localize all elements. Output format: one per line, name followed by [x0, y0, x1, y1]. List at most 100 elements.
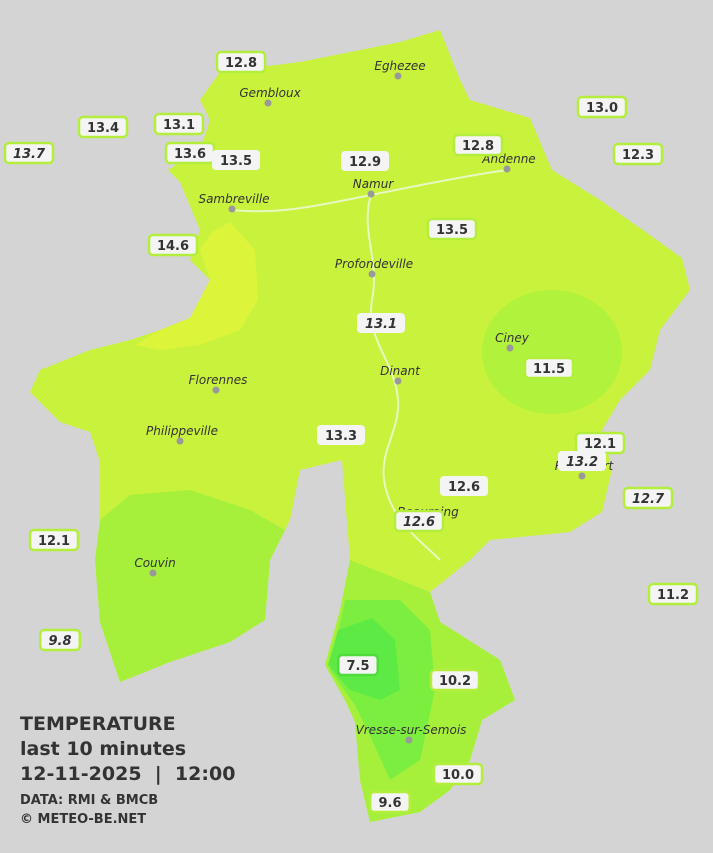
cool-zone: [482, 290, 622, 414]
station-box: [212, 150, 260, 170]
station: 9.8: [39, 628, 81, 652]
station: 12.6: [393, 509, 445, 533]
city-name: Sambreville: [198, 192, 269, 206]
station-value: 13.2: [566, 455, 598, 470]
station-value: 12.7: [632, 492, 665, 507]
station-box: [523, 356, 575, 380]
city-name: Gembloux: [239, 86, 301, 100]
station: 12.6: [440, 476, 488, 496]
station: 13.5: [212, 150, 260, 170]
station-box: [3, 141, 55, 165]
station-value: 12.6: [448, 480, 480, 495]
station-box: [647, 582, 699, 606]
city-name: Ciney: [495, 331, 530, 345]
station-value: 11.5: [533, 362, 565, 377]
cool-zone: [95, 490, 285, 682]
station-value: 13.0: [586, 101, 618, 116]
city-dot: [149, 569, 157, 577]
station: 12.3: [612, 142, 664, 166]
city-dot: [503, 165, 511, 173]
legend-title: TEMPERATURE: [20, 713, 176, 735]
station: 12.1: [574, 431, 626, 455]
legend-datetime: 12-11-2025 | 12:00: [20, 763, 235, 785]
city-dot: [367, 190, 375, 198]
city-dot: [506, 344, 514, 352]
station: 10.0: [432, 762, 484, 786]
city-name: Profondeville: [335, 257, 413, 271]
city-name: Florennes: [189, 373, 248, 387]
station-value: 12.1: [584, 437, 616, 452]
station-box: [612, 142, 664, 166]
station: 13.6: [164, 141, 216, 165]
city-dot: [578, 472, 586, 480]
station-value: 13.3: [325, 429, 357, 444]
station-value: 13.4: [87, 121, 119, 136]
station-box: [77, 115, 129, 139]
station-box: [317, 425, 365, 445]
station-box: [440, 476, 488, 496]
city-dot: [264, 99, 272, 107]
station-value: 13.1: [163, 118, 195, 133]
station-value: 7.5: [346, 659, 369, 674]
station: 13.0: [576, 95, 628, 119]
station-box: [452, 133, 504, 157]
station-box: [341, 151, 389, 171]
station-box: [426, 217, 478, 241]
station-value: 12.6: [403, 515, 435, 530]
station-box: [429, 668, 481, 692]
station-value: 12.9: [349, 155, 381, 170]
station-value: 11.2: [657, 588, 689, 603]
station-box: [337, 653, 379, 677]
station-box: [153, 112, 205, 136]
city-name: Eghezee: [374, 59, 425, 73]
station-box: [357, 313, 405, 333]
station-box: [432, 762, 484, 786]
station-value: 10.0: [442, 768, 474, 783]
station: 12.1: [28, 528, 80, 552]
station-value: 14.6: [157, 239, 189, 254]
city-name: Philippeville: [146, 424, 218, 438]
station-box: [369, 790, 411, 814]
station-box: [622, 486, 674, 510]
city-dot: [405, 736, 413, 744]
city-name: Namur: [353, 177, 395, 191]
station: 12.8: [215, 50, 267, 74]
station: 7.5: [337, 653, 379, 677]
station-box: [28, 528, 80, 552]
station: 13.7: [3, 141, 55, 165]
station-value: 12.8: [225, 56, 257, 71]
station: 13.1: [357, 313, 405, 333]
city-name: Dinant: [380, 364, 421, 378]
station-value: 12.1: [38, 534, 70, 549]
city-dot: [228, 205, 236, 213]
station: 11.5: [523, 356, 575, 380]
station-value: 13.5: [436, 223, 468, 238]
station-value: 12.8: [462, 139, 494, 154]
station-value: 13.6: [174, 147, 206, 162]
station: 13.2: [558, 451, 606, 471]
city-dot: [368, 270, 376, 278]
station: 12.9: [341, 151, 389, 171]
station-value: 13.1: [365, 317, 397, 332]
legend-copyright: © METEO-BE.NET: [20, 812, 146, 827]
city-name: Couvin: [134, 556, 175, 570]
station-value: 9.8: [48, 634, 71, 649]
warm-zone: [135, 222, 258, 350]
station-box: [39, 628, 81, 652]
station: 12.7: [622, 486, 674, 510]
station: 13.1: [153, 112, 205, 136]
legend-source: DATA: RMI & BMCB: [20, 793, 158, 808]
legend-subtitle: last 10 minutes: [20, 738, 186, 760]
city-dot: [394, 72, 402, 80]
stations: 12.8 13.4 13.1 13.7 13.6 13.5 13.0 12.3 12.8 12.9…: [3, 50, 699, 814]
city-dot: [212, 386, 220, 394]
city-name: Vresse-sur-Semois: [356, 723, 467, 737]
legend: TEMPERATURE last 10 minutes 12-11-2025 |…: [20, 713, 235, 827]
station: 12.8: [452, 133, 504, 157]
station: 13.4: [77, 115, 129, 139]
station-value: 12.3: [622, 148, 654, 163]
station: 14.6: [147, 233, 199, 257]
station: 11.2: [647, 582, 699, 606]
